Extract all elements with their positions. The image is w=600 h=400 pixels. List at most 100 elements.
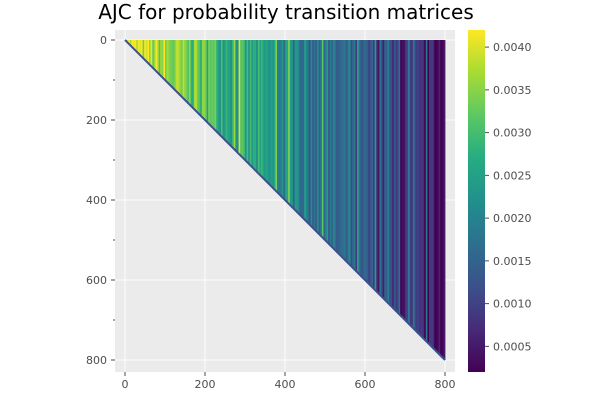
heatmap-column bbox=[163, 40, 166, 80]
heatmap-column bbox=[214, 40, 217, 132]
heatmap-column bbox=[341, 40, 343, 258]
heatmap-column bbox=[275, 40, 278, 192]
heatmap-column bbox=[286, 40, 289, 204]
heatmap-column bbox=[371, 40, 374, 288]
colorbar-gradient bbox=[468, 30, 485, 372]
colorbar-tick-label: 0.0035 bbox=[493, 84, 532, 97]
heatmap-column bbox=[296, 40, 299, 213]
heatmap-column bbox=[443, 40, 446, 360]
heatmap-column bbox=[134, 40, 137, 52]
heatmap-column bbox=[427, 40, 430, 344]
heatmap-column bbox=[273, 40, 276, 191]
y-tick-label: 800 bbox=[86, 354, 107, 367]
heatmap-column bbox=[438, 40, 441, 356]
colorbar-ticks: 0.0005 0.0010 0.0015 0.0020 0.0025 0.0030 0.00… bbox=[485, 41, 532, 353]
heatmap-column bbox=[403, 40, 406, 320]
heatmap-column bbox=[257, 40, 260, 175]
heatmap-column bbox=[435, 40, 438, 352]
heatmap-column bbox=[224, 40, 227, 141]
heatmap-column bbox=[409, 40, 412, 327]
heatmap-column bbox=[166, 40, 169, 84]
heatmap-column bbox=[192, 40, 195, 109]
heatmap-column bbox=[245, 40, 247, 162]
heatmap-column bbox=[328, 40, 331, 245]
heatmap-column bbox=[357, 40, 359, 274]
heatmap-column bbox=[433, 40, 436, 351]
heatmap-column bbox=[187, 40, 190, 104]
heatmap-column bbox=[381, 40, 383, 298]
heatmap-column bbox=[414, 40, 417, 332]
heatmap-column bbox=[197, 40, 199, 114]
chart-title: AJC for probability transition matrices bbox=[98, 0, 474, 24]
heatmap-column bbox=[432, 40, 435, 349]
heatmap-column bbox=[323, 40, 326, 240]
heatmap-column bbox=[222, 40, 225, 140]
heatmap-column bbox=[337, 40, 340, 255]
heatmap-column bbox=[334, 40, 337, 252]
heatmap-column bbox=[374, 40, 377, 292]
heatmap-column bbox=[238, 40, 241, 156]
heatmap-column bbox=[177, 40, 180, 95]
heatmap-column bbox=[235, 40, 238, 152]
heatmap-column bbox=[384, 40, 387, 301]
heatmap-column bbox=[376, 40, 379, 293]
heatmap-column bbox=[281, 40, 284, 199]
heatmap-column bbox=[141, 40, 143, 58]
heatmap-column bbox=[365, 40, 367, 282]
heatmap-column bbox=[310, 40, 313, 228]
colorbar-tick-label: 0.0030 bbox=[493, 127, 532, 140]
heatmap-column bbox=[379, 40, 382, 296]
heatmap-column bbox=[272, 40, 275, 189]
heatmap-column bbox=[168, 40, 171, 85]
heatmap-column bbox=[326, 40, 329, 244]
heatmap-column bbox=[200, 40, 203, 117]
heatmap-column bbox=[270, 40, 273, 188]
heatmap-column bbox=[350, 40, 353, 268]
heatmap-column bbox=[441, 40, 444, 359]
heatmap-column bbox=[301, 40, 303, 218]
heatmap-column bbox=[277, 40, 279, 194]
heatmap-column bbox=[249, 40, 252, 167]
colorbar-tick-label: 0.0020 bbox=[493, 212, 532, 225]
heatmap-column bbox=[241, 40, 244, 159]
heatmap-column bbox=[318, 40, 321, 236]
heatmap-column bbox=[173, 40, 175, 90]
heatmap-column bbox=[325, 40, 327, 242]
heatmap-column bbox=[193, 40, 196, 111]
colorbar-tick-label: 0.0015 bbox=[493, 255, 532, 268]
heatmap-column bbox=[336, 40, 339, 253]
heatmap-column bbox=[190, 40, 193, 108]
heatmap-column bbox=[305, 40, 308, 223]
heatmap-column bbox=[160, 40, 163, 77]
colorbar-tick-label: 0.0040 bbox=[493, 41, 532, 54]
heatmap-column bbox=[294, 40, 297, 212]
heatmap-column bbox=[349, 40, 351, 266]
heatmap-column bbox=[333, 40, 335, 250]
heatmap-column bbox=[424, 40, 427, 341]
heatmap-column bbox=[254, 40, 257, 172]
heatmap-column bbox=[307, 40, 310, 224]
heatmap-column bbox=[406, 40, 409, 324]
heatmap-column bbox=[225, 40, 228, 143]
heatmap-column bbox=[405, 40, 407, 322]
heatmap-column bbox=[419, 40, 422, 336]
x-axis: 0 200 400 600 800 bbox=[122, 372, 456, 391]
heatmap-column bbox=[368, 40, 371, 285]
heatmap-column bbox=[227, 40, 230, 144]
heatmap-column bbox=[417, 40, 420, 335]
heatmap-column bbox=[437, 40, 439, 354]
heatmap-column bbox=[165, 40, 167, 82]
heatmap-column bbox=[440, 40, 443, 357]
heatmap-column bbox=[161, 40, 164, 79]
heatmap-column bbox=[211, 40, 214, 128]
heatmap-column bbox=[317, 40, 319, 234]
heatmap-column bbox=[203, 40, 206, 120]
heatmap-column bbox=[144, 40, 147, 61]
heatmap-column bbox=[422, 40, 425, 340]
heatmap-column bbox=[221, 40, 223, 138]
heatmap-column bbox=[232, 40, 235, 149]
heatmap-column bbox=[361, 40, 364, 279]
colorbar: 0.0005 0.0010 0.0015 0.0020 0.0025 0.0030 0.00… bbox=[468, 30, 532, 372]
heatmap-column bbox=[217, 40, 220, 135]
